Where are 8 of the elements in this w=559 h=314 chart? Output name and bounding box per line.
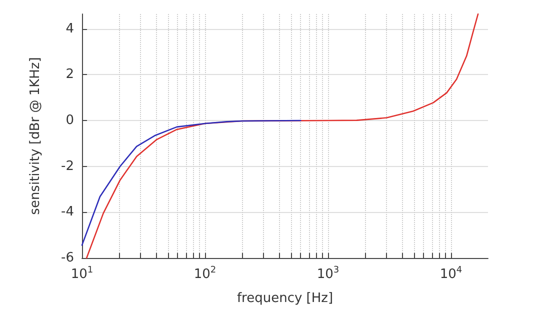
x-axis-title: frequency [Hz] [236, 291, 334, 306]
y-tick-label: -2 [61, 158, 74, 174]
y-tick-label: -6 [61, 250, 74, 266]
y-tick-label: -4 [61, 204, 74, 220]
y-axis-title: sensitivity [dBr @ 1KHz] [28, 57, 43, 215]
y-tick-label: 2 [66, 67, 74, 82]
y-tick-label: 4 [66, 21, 74, 36]
y-tick-label: 0 [66, 113, 74, 128]
